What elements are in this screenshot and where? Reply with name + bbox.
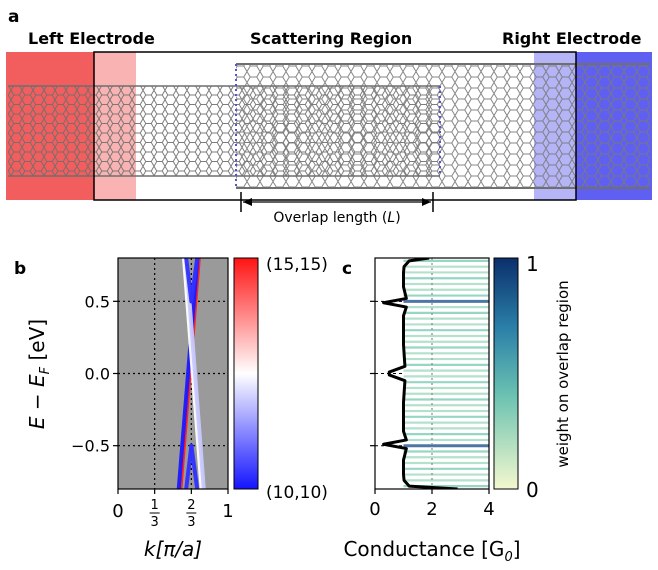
panel-c-colorbar-top: 1 [526, 252, 539, 276]
panel-b-colorbar [233, 257, 259, 490]
panel-c-colorbar [493, 257, 519, 490]
panel-b-band-5 [184, 258, 194, 304]
panel-b-bands [176, 258, 206, 489]
panel-b: b −0.5 0.0 0.5 0 1 3 2 3 1 E − EF [eV] k[π/a] (1… [14, 255, 328, 561]
panel-c-colorbar-label: weight on overlap region [554, 280, 572, 467]
panel-b-xlabel: k[π/a] [144, 537, 202, 561]
panel-b-colorbar-top: (15,15) [266, 255, 328, 275]
panel-c-xtick-label-1: 2 [426, 499, 437, 520]
panel-c-bands [375, 258, 489, 489]
panel-b-ylabel: E − EF [eV] [25, 319, 53, 429]
panel-c: c 0 2 4 Conductance [G0] 1 0 weight on ove… [342, 252, 572, 565]
panel-c-xlabel: Conductance [G0] [343, 537, 520, 565]
panel-a: a Left Electrode Scattering Region Right… [6, 7, 652, 228]
overlap-length-label: Overlap length (L) [273, 210, 400, 226]
panel-b-band-2 [182, 258, 204, 489]
panel-b-xtick-label-den-1: 3 [151, 515, 159, 530]
panel-b-ytick-label-2: 0.5 [85, 292, 110, 311]
panel-c-xtick-label-2: 4 [483, 499, 494, 520]
panel-c-conductance-curve [382, 258, 458, 489]
panel-c-curve [382, 258, 458, 489]
panel-c-ticks: 0 2 4 [369, 300, 495, 520]
panel-b-letter: b [14, 259, 26, 279]
panel-b-xtick-label-0: 0 [112, 501, 123, 522]
left-electrode-title: Left Electrode [28, 29, 155, 48]
right-electrode-title: Right Electrode [502, 29, 642, 48]
panel-b-band-1 [176, 258, 200, 489]
scattering-region-box [93, 51, 577, 201]
overlap-arrow-head-left [243, 198, 252, 206]
panel-c-xtick-label-0: 0 [369, 499, 380, 520]
panel-c-letter: c [342, 259, 352, 279]
panel-b-xtick-label-den-2: 3 [187, 515, 195, 530]
overlap-label-bg [254, 206, 422, 228]
panel-b-band-7 [184, 443, 194, 489]
scattering-region-title: Scattering Region [250, 29, 412, 48]
panel-b-xtick-label-num-2: 2 [187, 498, 195, 513]
panel-b-ytick-label-0: −0.5 [71, 437, 110, 456]
overlap-arrow-head-right [422, 198, 431, 206]
outer-nanotube [236, 64, 650, 188]
panel-c-colorbar-bottom: 0 [526, 478, 539, 502]
panel-b-xtick-label-num-1: 1 [151, 498, 159, 513]
panel-a-letter: a [8, 7, 19, 27]
panel-b-colorbar-bottom: (10,10) [266, 483, 328, 503]
panel-b-ytick-label-1: 0.0 [85, 365, 110, 384]
panel-b-ticks: −0.5 0.0 0.5 0 1 3 2 3 1 [71, 292, 234, 530]
panel-b-xtick-label-3: 1 [222, 501, 233, 522]
